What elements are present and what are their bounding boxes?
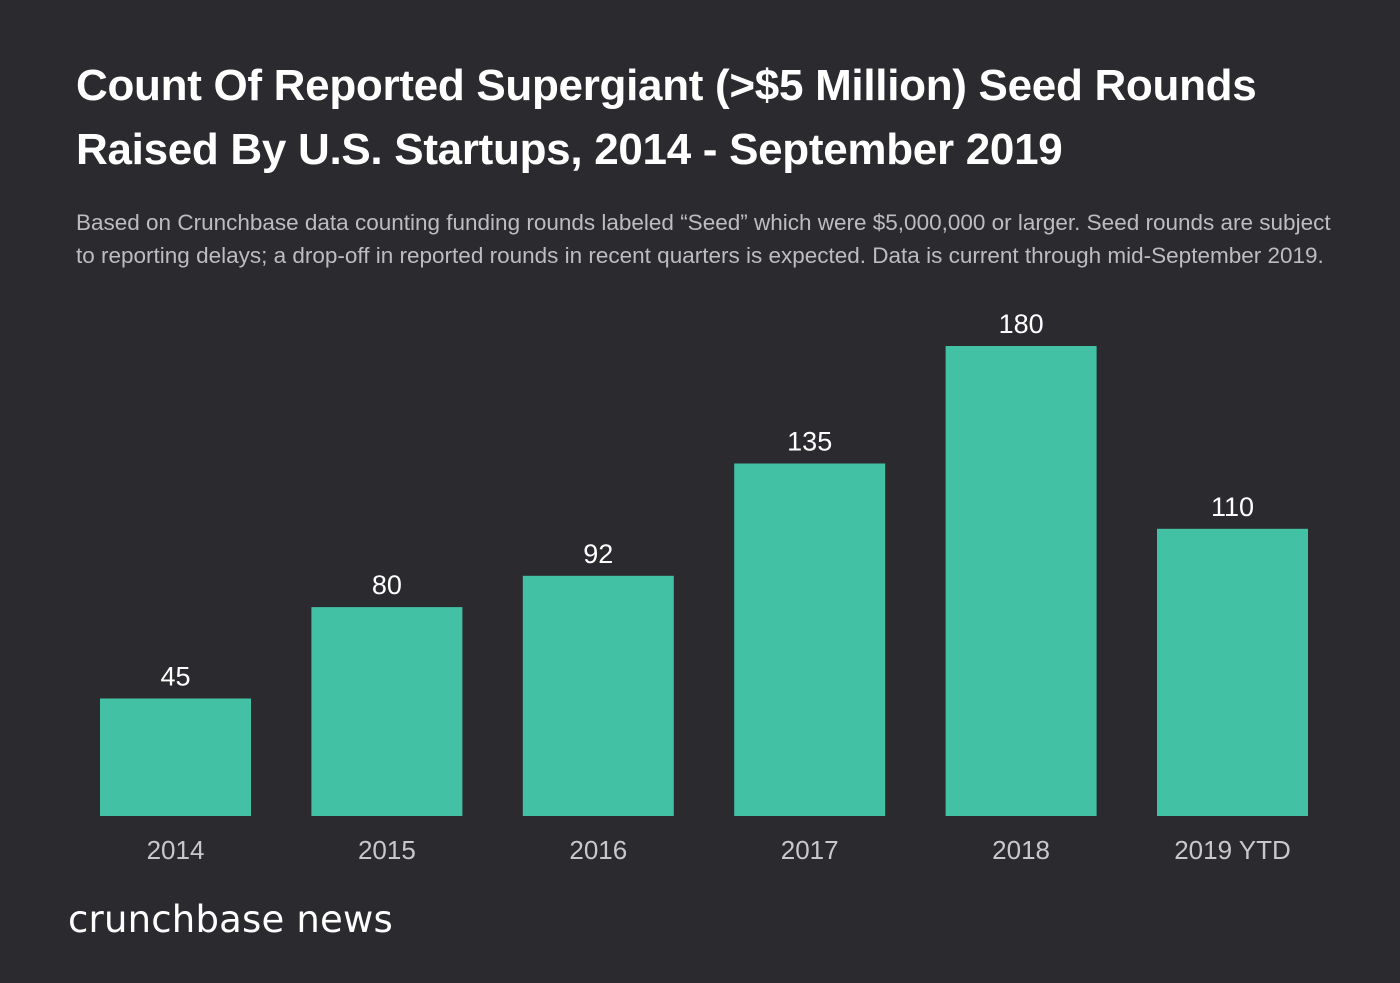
bar-2017 bbox=[734, 463, 886, 816]
bar-2014 bbox=[100, 698, 251, 816]
x-tick-label-2014: 2014 bbox=[147, 835, 205, 865]
crunchbase-news-logo: crunchbase news bbox=[68, 898, 393, 941]
data-label-2016: 92 bbox=[583, 539, 613, 569]
data-label-2015: 80 bbox=[372, 570, 402, 600]
bar-2018 bbox=[945, 346, 1097, 816]
data-label-2018: 180 bbox=[999, 309, 1044, 339]
chart-title: Count Of Reported Supergiant (>$5 Millio… bbox=[76, 61, 1257, 174]
bar-2016 bbox=[522, 575, 674, 816]
chart-subtitle: Based on Crunchbase data counting fundin… bbox=[76, 210, 1331, 268]
data-label-2019-ytd: 110 bbox=[1211, 492, 1254, 522]
x-tick-label-2016: 2016 bbox=[569, 835, 627, 865]
bar-2019-ytd bbox=[1157, 528, 1308, 816]
data-label-2017: 135 bbox=[787, 427, 832, 457]
x-tick-label-2019-ytd: 2019 YTD bbox=[1174, 835, 1291, 865]
x-tick-label-2017: 2017 bbox=[781, 835, 839, 865]
x-tick-label-2015: 2015 bbox=[358, 835, 416, 865]
x-tick-label-2018: 2018 bbox=[992, 835, 1050, 865]
bar-2015 bbox=[311, 607, 463, 816]
data-label-2014: 45 bbox=[160, 662, 190, 692]
